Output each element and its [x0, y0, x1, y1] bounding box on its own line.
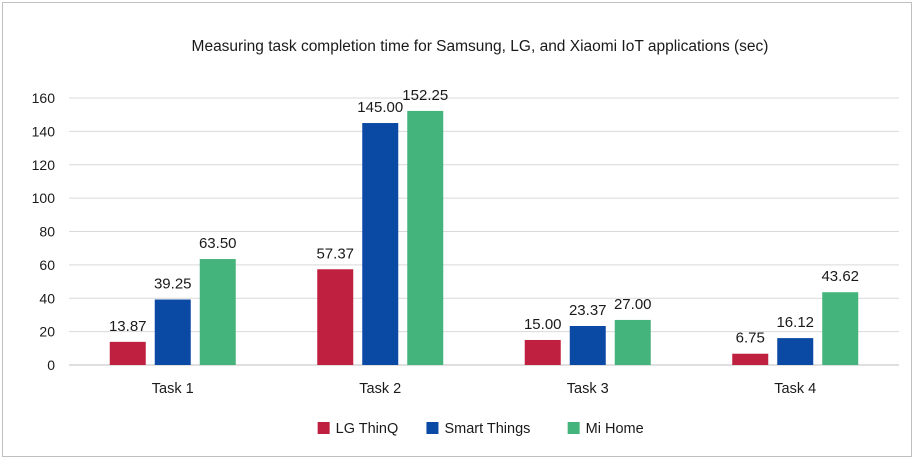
data-label: 57.37 [316, 245, 354, 262]
x-tick-label: Task 3 [567, 381, 609, 397]
legend-label: Mi Home [586, 421, 644, 437]
y-tick-label: 20 [39, 324, 55, 340]
y-tick-label: 120 [32, 157, 56, 173]
bar-mi-home-task-2 [407, 110, 444, 365]
data-label: 6.75 [736, 330, 765, 347]
bar-mi-home-task-1 [199, 259, 236, 365]
y-tick-label: 0 [47, 357, 55, 373]
bar-smart-things-task-1 [154, 299, 191, 365]
bar-lg-thinq-task-1 [109, 341, 146, 365]
y-tick-label: 40 [39, 290, 55, 306]
data-label: 152.25 [402, 87, 448, 104]
y-tick-label: 60 [39, 257, 55, 273]
legend-swatch [426, 422, 439, 434]
data-label: 145.00 [357, 99, 403, 116]
data-label: 63.50 [199, 235, 237, 252]
y-tick-label: 80 [39, 224, 55, 240]
bar-smart-things-task-3 [569, 326, 606, 365]
x-tick-label: Task 4 [774, 381, 816, 397]
y-axis: 0 20 40 60 80 100 120 140 160 [32, 90, 56, 373]
bar-lg-thinq-task-2 [317, 269, 354, 365]
data-label: 13.87 [109, 318, 147, 335]
y-tick-label: 140 [32, 123, 56, 139]
chart-frame: Measuring task completion time for Samsu… [2, 2, 912, 457]
y-tick-label: 100 [32, 190, 56, 206]
legend-label: Smart Things [444, 421, 530, 437]
data-label: 39.25 [154, 276, 192, 293]
y-tick-label: 160 [32, 90, 56, 106]
legend-label: LG ThinQ [336, 421, 399, 437]
legend-swatch [317, 422, 330, 434]
bar-mi-home-task-3 [614, 319, 651, 365]
bar-mi-home-task-4 [822, 292, 859, 365]
bars-layer [109, 110, 859, 365]
data-label: 16.12 [776, 314, 814, 331]
data-label: 43.62 [821, 268, 859, 285]
data-label: 23.37 [569, 302, 607, 319]
chart-title: Measuring task completion time for Samsu… [192, 38, 769, 55]
data-label: 15.00 [524, 316, 562, 333]
bar-lg-thinq-task-3 [524, 339, 561, 365]
bar-smart-things-task-2 [362, 123, 399, 365]
bar-chart: Measuring task completion time for Samsu… [32, 38, 899, 437]
bar-lg-thinq-task-4 [732, 353, 769, 365]
legend: LG ThinQ Smart Things Mi Home [317, 421, 644, 437]
x-axis: Task 1 Task 2 Task 3 Task 4 [152, 381, 816, 397]
x-tick-label: Task 1 [152, 381, 194, 397]
legend-swatch [567, 422, 580, 434]
x-tick-label: Task 2 [359, 381, 401, 397]
grid-layer [69, 97, 899, 366]
bar-smart-things-task-4 [777, 338, 814, 365]
data-label: 27.00 [614, 296, 652, 313]
